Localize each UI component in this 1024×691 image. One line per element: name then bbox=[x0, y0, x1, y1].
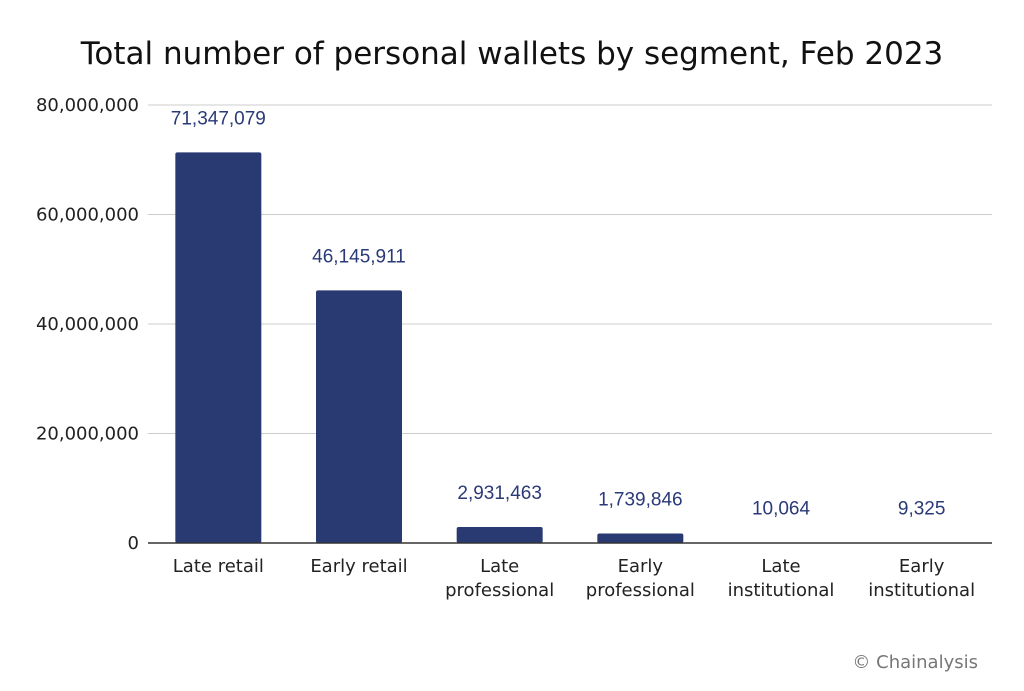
y-axis-ticks: 0 20,000,000 40,000,000 60,000,000 80,000,00… bbox=[36, 95, 139, 554]
data-label: 10,064 bbox=[752, 499, 811, 520]
gridlines bbox=[148, 104, 992, 434]
y-tick-label: 40,000,000 bbox=[36, 314, 139, 335]
credit-text: © Chainalysis bbox=[852, 652, 978, 673]
data-label: 2,931,463 bbox=[457, 483, 542, 504]
data-label: 71,347,079 bbox=[171, 108, 266, 129]
bar bbox=[316, 290, 402, 543]
bar bbox=[597, 533, 684, 543]
bar bbox=[175, 152, 262, 543]
x-axis-ticks: Late retail Early retail Late professional E… bbox=[173, 556, 975, 601]
data-label: 9,325 bbox=[898, 499, 946, 520]
y-tick-label: 0 bbox=[128, 533, 139, 554]
data-label: 46,145,911 bbox=[312, 246, 406, 267]
x-tick-label: Late professional bbox=[445, 556, 554, 601]
data-labels: 71,347,079 46,145,911 2,931,463 1,739,846 10… bbox=[171, 108, 946, 519]
y-tick-label: 20,000,000 bbox=[36, 424, 139, 445]
x-tick-label: Early professional bbox=[586, 556, 695, 601]
y-tick-label: 60,000,000 bbox=[36, 205, 139, 226]
data-label: 1,739,846 bbox=[598, 489, 683, 510]
x-tick-label: Early institutional bbox=[868, 556, 975, 601]
chart-title: Total number of personal wallets by segm… bbox=[80, 36, 944, 72]
x-tick-label: Late retail bbox=[173, 556, 264, 577]
x-tick-label: Early retail bbox=[310, 556, 407, 577]
bars bbox=[175, 152, 965, 543]
x-tick-label: Late institutional bbox=[728, 556, 835, 601]
y-tick-label: 80,000,000 bbox=[36, 95, 139, 116]
bar bbox=[456, 526, 543, 543]
